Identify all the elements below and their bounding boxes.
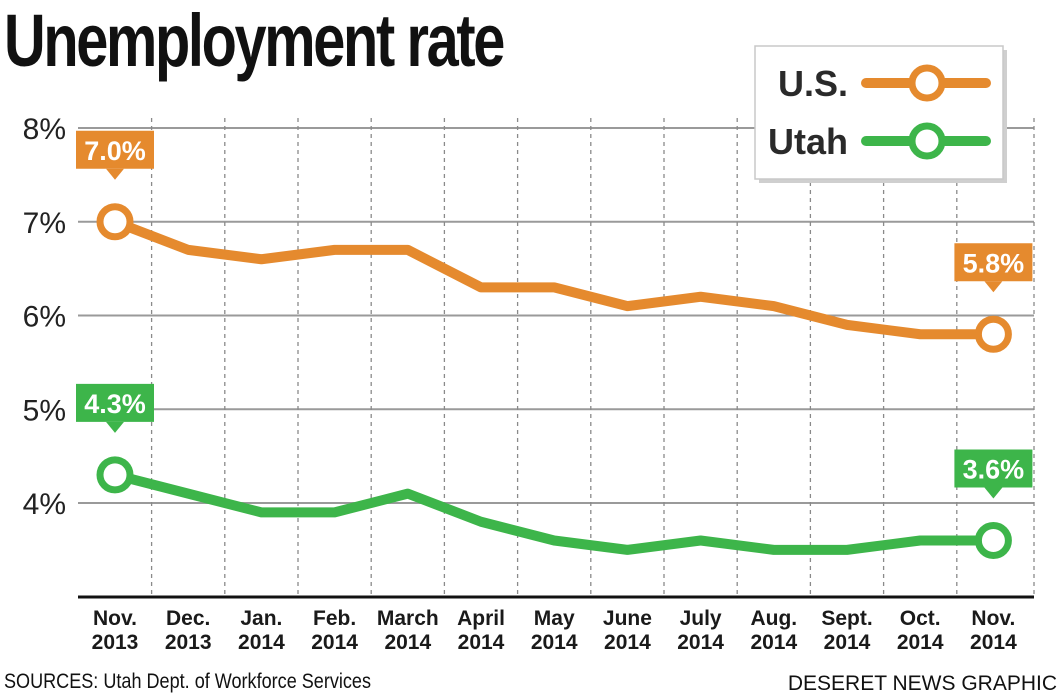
legend-label: U.S. [778, 63, 848, 104]
x-tick-label: Jan. 2014 [238, 607, 285, 654]
legend: U.S. Utah [754, 45, 1007, 183]
legend-swatch-marker [908, 64, 946, 102]
x-tick-label: Nov. 2013 [92, 607, 139, 654]
series [96, 203, 1012, 559]
series-line-us [110, 216, 999, 340]
callout-label: 3.6% [963, 455, 1025, 485]
x-tick-label: Oct. 2014 [897, 607, 944, 654]
callout-label: 7.0% [84, 136, 146, 166]
data-point-marker [96, 203, 134, 241]
legend-label: Utah [768, 121, 848, 162]
axes: 4% 5% 6% 7% 8% Nov. 2013 Dec. 2013 Jan. 2014 Feb. 20… [23, 113, 1034, 654]
data-point-marker [974, 522, 1012, 559]
source-note: SOURCES: Utah Dept. of Workforce Service… [4, 670, 372, 693]
data-point-marker [96, 456, 134, 494]
x-tick-label: June 2014 [603, 607, 652, 654]
value-callout: 4.3% [76, 383, 154, 433]
value-callout: 5.8% [954, 243, 1033, 293]
x-tick-label: April 2014 [457, 607, 505, 654]
callout-label: 5.8% [963, 248, 1025, 278]
y-tick-label: 5% [23, 394, 66, 427]
y-tick-label: 8% [23, 113, 66, 146]
legend-swatch-marker [908, 122, 946, 160]
callouts: 7.0% 5.8% 4.3% 3.6% [76, 130, 1033, 499]
x-tick-label: March 2014 [377, 607, 439, 654]
value-callout: 3.6% [954, 449, 1033, 499]
y-tick-label: 6% [23, 301, 66, 334]
x-tick-label: July 2014 [677, 607, 724, 654]
legend-box [754, 45, 1004, 180]
chart-title: Unemployment rate [4, 0, 505, 82]
x-tick-label: Nov. 2014 [970, 607, 1017, 654]
x-tick-label: Sept. 2014 [821, 607, 872, 654]
grid [78, 118, 1035, 597]
legend-entry: U.S. [778, 63, 991, 104]
graphic-credit: DESERET NEWS GRAPHIC [787, 672, 1057, 695]
value-callout: 7.0% [76, 130, 154, 180]
y-tick-label: 4% [23, 488, 66, 521]
x-tick-label: Dec. 2013 [165, 607, 212, 654]
x-tick-label: Feb. 2014 [311, 607, 358, 654]
x-tick-label: Aug. 2014 [750, 607, 797, 654]
x-tick-label: May 2014 [531, 607, 578, 654]
series-line-utah [110, 469, 999, 555]
y-tick-label: 7% [23, 207, 66, 240]
callout-label: 4.3% [84, 389, 146, 419]
legend-entry: Utah [768, 121, 991, 162]
data-point-marker [974, 315, 1012, 353]
